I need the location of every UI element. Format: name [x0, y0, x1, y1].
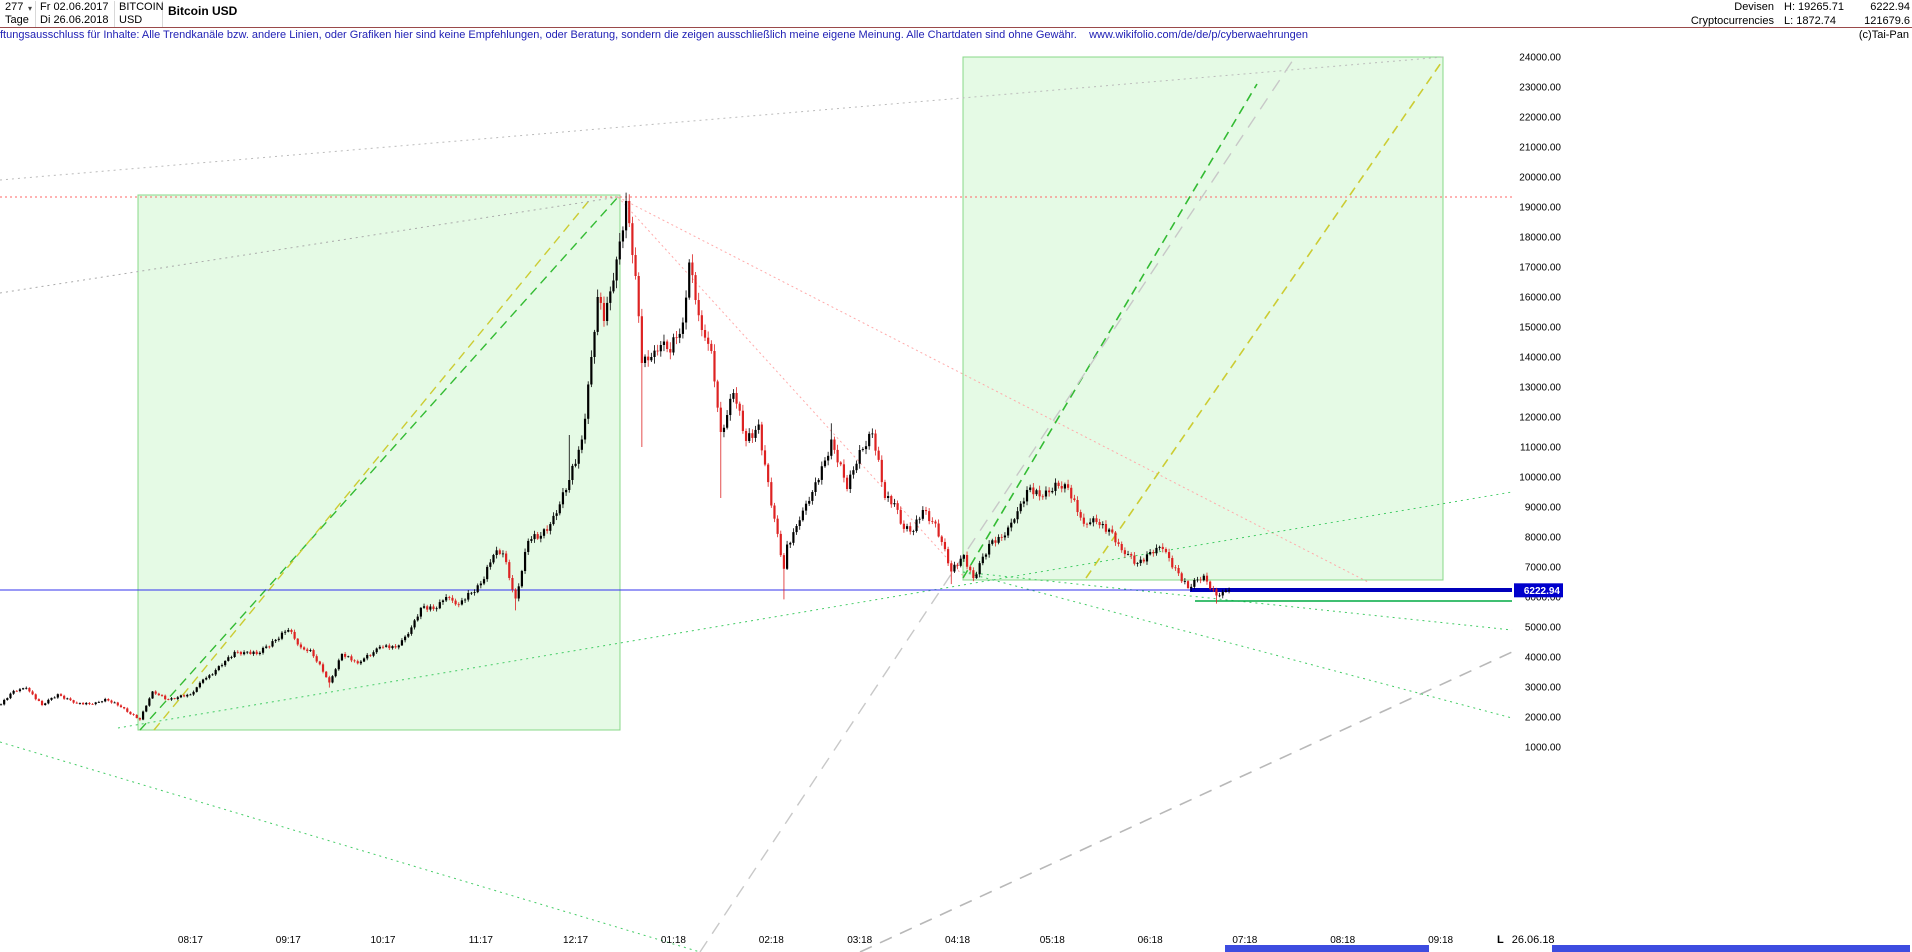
market-subgroup-label: Cryptocurrencies	[1690, 15, 1774, 27]
svg-text:13000.00: 13000.00	[1519, 383, 1561, 394]
svg-text:11000.00: 11000.00	[1520, 443, 1561, 454]
period-value: 277	[5, 1, 24, 13]
svg-text:9000.00: 9000.00	[1525, 503, 1562, 514]
low-value: L: 1872.74	[1784, 15, 1836, 27]
svg-text:24000.00: 24000.00	[1519, 53, 1561, 64]
date-to-field[interactable]: Di 26.06.2018	[37, 14, 115, 27]
svg-text:21000.00: 21000.00	[1519, 143, 1561, 154]
high-value: H: 19265.71	[1784, 1, 1844, 13]
svg-text:15000.00: 15000.00	[1519, 323, 1561, 334]
timeframe-dropdown[interactable]: Tage▾	[2, 14, 36, 39]
svg-text:12:17: 12:17	[563, 935, 588, 946]
last-date-indicator: L 26.06.18	[1497, 934, 1555, 946]
svg-text:8000.00: 8000.00	[1525, 533, 1562, 544]
market-group-label: Devisen	[1734, 1, 1774, 13]
svg-text:4000.00: 4000.00	[1525, 653, 1562, 664]
currency-field[interactable]: USD	[116, 14, 163, 27]
svg-text:05:18: 05:18	[1040, 935, 1065, 946]
svg-text:10:17: 10:17	[370, 935, 395, 946]
svg-text:14000.00: 14000.00	[1519, 353, 1561, 364]
svg-text:6000.00: 6000.00	[1525, 593, 1562, 604]
svg-text:11:17: 11:17	[469, 935, 494, 946]
svg-text:19000.00: 19000.00	[1519, 203, 1561, 214]
svg-text:23000.00: 23000.00	[1519, 83, 1561, 94]
last-marker: L	[1497, 934, 1504, 946]
copyright-label: (c)Tai-Pan	[1858, 29, 1909, 41]
svg-text:12000.00: 12000.00	[1519, 413, 1561, 424]
svg-text:18000.00: 18000.00	[1519, 233, 1561, 244]
svg-text:5000.00: 5000.00	[1525, 623, 1562, 634]
svg-text:1000.00: 1000.00	[1525, 743, 1562, 754]
svg-text:20000.00: 20000.00	[1519, 173, 1561, 184]
svg-text:22000.00: 22000.00	[1519, 113, 1561, 124]
disclaimer-bar: ftungsausschluss für Inhalte: Alle Trend…	[0, 29, 1912, 43]
chart-title: Bitcoin USD	[168, 4, 238, 18]
header-bar: 277▾ Fr 02.06.2017 BITCOIN Tage▾ Di 26.0…	[0, 0, 1912, 39]
disclaimer-text: ftungsausschluss für Inhalte: Alle Trend…	[0, 29, 1077, 41]
wikifolio-link[interactable]: www.wikifolio.com/de/de/p/cyberwaehrunge…	[1089, 29, 1308, 41]
svg-text:07:18: 07:18	[1232, 935, 1257, 946]
svg-text:3000.00: 3000.00	[1525, 683, 1562, 694]
svg-text:17000.00: 17000.00	[1519, 263, 1561, 274]
svg-text:03:18: 03:18	[847, 935, 872, 946]
svg-text:06:18: 06:18	[1138, 935, 1163, 946]
svg-text:08:17: 08:17	[178, 935, 203, 946]
svg-text:04:18: 04:18	[945, 935, 970, 946]
svg-text:08:18: 08:18	[1330, 935, 1355, 946]
svg-text:2000.00: 2000.00	[1525, 713, 1562, 724]
svg-text:09:18: 09:18	[1428, 935, 1453, 946]
symbol-field[interactable]: BITCOIN	[116, 1, 164, 14]
svg-text:02:18: 02:18	[759, 935, 784, 946]
date-from-field[interactable]: Fr 02.06.2017	[37, 1, 115, 14]
svg-text:01:18: 01:18	[661, 935, 686, 946]
quote-info: Devisen H: 19265.71 6222.94 Cryptocurren…	[1634, 1, 1910, 28]
scrollbar-thumb-left[interactable]	[1225, 945, 1429, 952]
svg-text:16000.00: 16000.00	[1519, 293, 1561, 304]
chevron-down-icon: ▾	[27, 4, 32, 13]
timeframe-value: Tage	[5, 14, 29, 26]
last-date: 26.06.18	[1511, 934, 1555, 946]
scrollbar-thumb-right[interactable]	[1552, 945, 1910, 952]
last-price-value: 6222.94	[1870, 1, 1910, 13]
svg-text:7000.00: 7000.00	[1525, 563, 1562, 574]
volume-value: 121679.6	[1864, 15, 1910, 27]
svg-text:09:17: 09:17	[276, 935, 301, 946]
svg-text:6222.94: 6222.94	[1524, 586, 1561, 597]
period-dropdown[interactable]: 277 ▾	[2, 1, 36, 14]
svg-text:10000.00: 10000.00	[1519, 473, 1561, 484]
